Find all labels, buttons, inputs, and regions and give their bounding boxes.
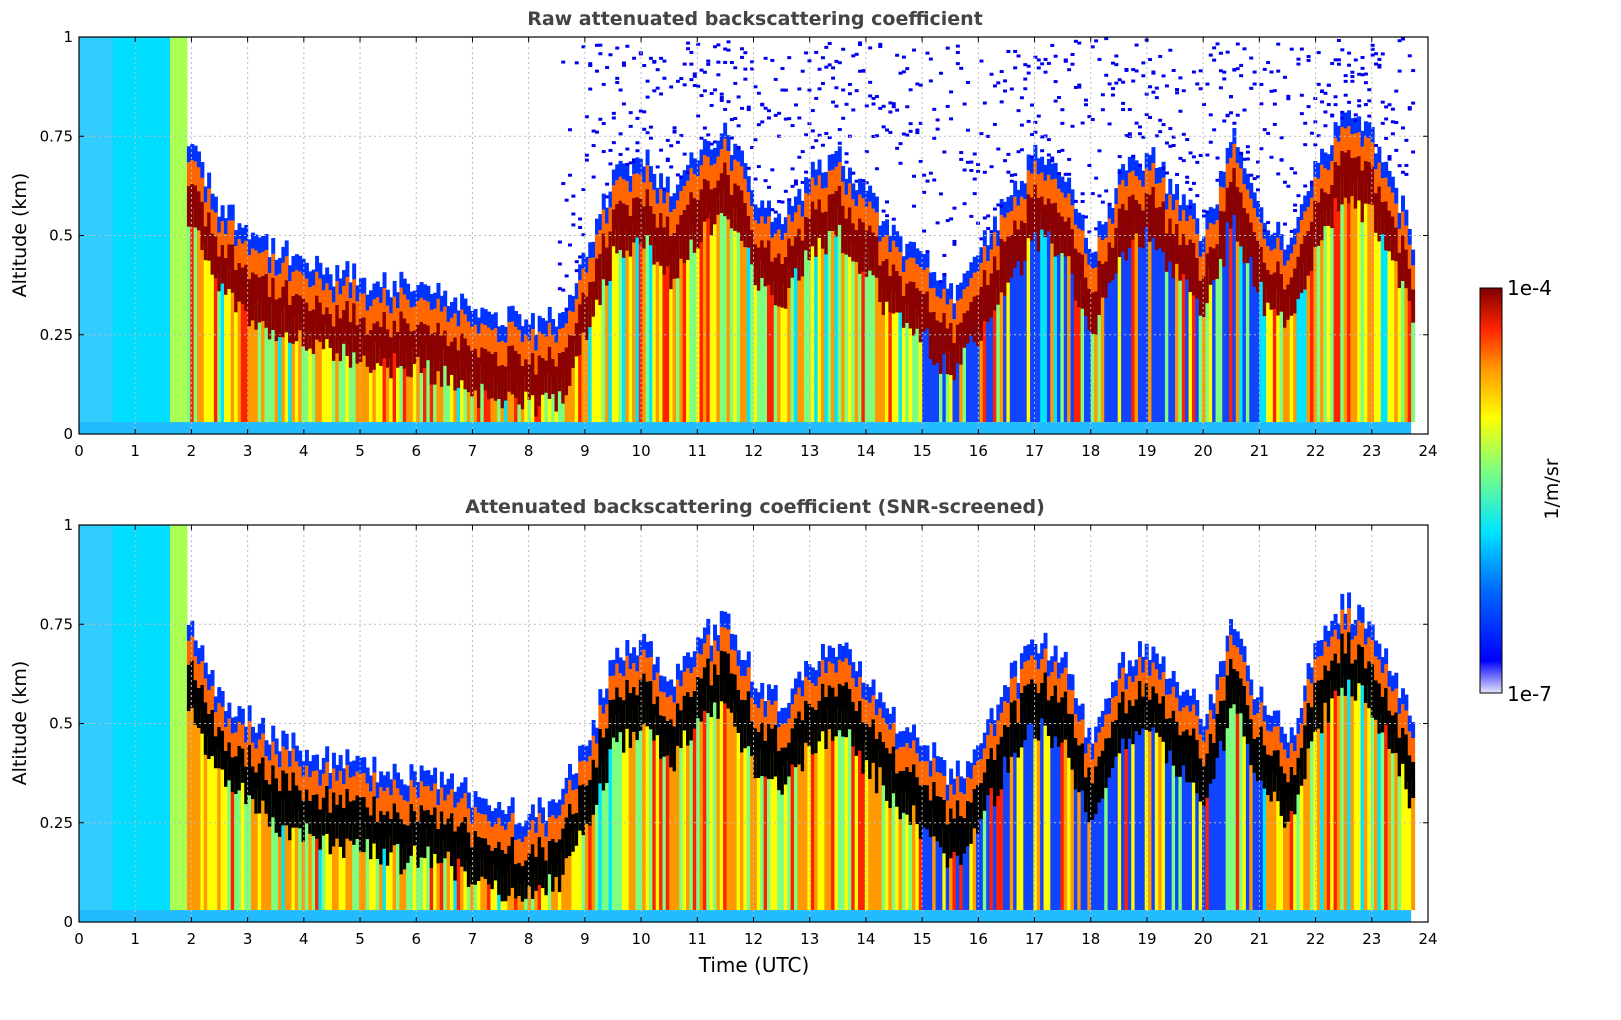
y-tick-label: 0.25 [40, 814, 73, 832]
x-tick-label: 22 [1306, 442, 1325, 460]
surface-strip [79, 910, 1412, 922]
x-tick-label: 2 [187, 442, 197, 460]
x-tick-label: 24 [1418, 442, 1437, 460]
x-tick-label: 16 [969, 442, 988, 460]
x-tick-label: 11 [688, 442, 707, 460]
x-tick-label: 23 [1362, 930, 1381, 948]
x-tick-label: 3 [243, 442, 253, 460]
grid [79, 525, 1428, 922]
x-tick-label: 12 [744, 442, 763, 460]
x-tick-label: 19 [1137, 930, 1156, 948]
x-tick-label: 15 [913, 930, 932, 948]
y-tick-label: 0.5 [49, 715, 73, 733]
x-tick-label: 10 [632, 930, 651, 948]
surface-strip [79, 422, 1412, 434]
x-tick-label: 10 [632, 442, 651, 460]
x-tick-label: 8 [524, 930, 534, 948]
x-tick-label: 18 [1081, 930, 1100, 948]
x-tick-label: 6 [411, 930, 421, 948]
x-tick-label: 15 [913, 442, 932, 460]
y-tick-label: 0.5 [49, 227, 73, 245]
x-tick-label: 5 [355, 930, 365, 948]
panel-1-title: Raw attenuated backscattering coefficien… [527, 8, 983, 30]
x-tick-label: 24 [1418, 930, 1437, 948]
x-tick-label: 0 [74, 442, 84, 460]
x-tick-label: 23 [1362, 442, 1381, 460]
x-axis-label: Time (UTC) [698, 953, 810, 977]
x-tick-label: 18 [1081, 442, 1100, 460]
x-tick-label: 2 [187, 930, 197, 948]
x-tick-label: 4 [299, 930, 309, 948]
x-tick-label: 17 [1025, 930, 1044, 948]
x-tick-label: 6 [411, 442, 421, 460]
x-tick-label: 1 [130, 442, 140, 460]
x-tick-label: 3 [243, 930, 253, 948]
x-tick-label: 1 [130, 930, 140, 948]
x-tick-label: 0 [74, 930, 84, 948]
x-tick-label: 14 [856, 930, 875, 948]
x-tick-label: 20 [1194, 442, 1213, 460]
y-tick-label: 0.75 [40, 615, 73, 633]
x-tick-label: 9 [580, 442, 590, 460]
x-tick-label: 20 [1194, 930, 1213, 948]
x-tick-label: 4 [299, 442, 309, 460]
y-tick-label: 0.75 [40, 127, 73, 145]
panel-2-plot: 0 1 2 3 4 5 6 7 8 9 10 11 12 13 14 15 16 17 18 19 20 21 22 23 24… [40, 516, 1438, 948]
panel-1-plot: 0 1 2 3 4 5 6 7 8 9 10 11 12 13 14 15 16 17 18 19 20 21 22 23 24… [40, 28, 1438, 460]
x-tick-label: 5 [355, 442, 365, 460]
y-tick-label: 0.25 [40, 326, 73, 344]
x-tick-label: 11 [688, 930, 707, 948]
y-tick-label: 1 [63, 28, 73, 46]
y-tick-label: 0 [63, 913, 73, 931]
colorbar [1479, 287, 1503, 694]
x-tick-label: 22 [1306, 930, 1325, 948]
x-tick-label: 9 [580, 930, 590, 948]
x-tick-label: 8 [524, 442, 534, 460]
x-tick-label: 14 [856, 442, 875, 460]
x-tick-label: 21 [1250, 442, 1269, 460]
grid [79, 37, 1428, 434]
y-tick-label: 0 [63, 425, 73, 443]
x-tick-label: 12 [744, 930, 763, 948]
x-tick-label: 13 [800, 930, 819, 948]
x-tick-label: 16 [969, 930, 988, 948]
x-tick-label: 7 [468, 930, 478, 948]
x-tick-label: 7 [468, 442, 478, 460]
colorbar-max-label: 1e-4 [1507, 276, 1552, 300]
panel-2-title: Attenuated backscattering coefficient (S… [465, 496, 1045, 518]
x-tick-label: 19 [1137, 442, 1156, 460]
colorbar-min-label: 1e-7 [1507, 682, 1552, 706]
y-tick-label: 1 [63, 516, 73, 534]
x-tick-label: 21 [1250, 930, 1269, 948]
colorbar-unit-label: 1/m/sr [1541, 458, 1563, 520]
x-tick-label: 13 [800, 442, 819, 460]
x-tick-label: 17 [1025, 442, 1044, 460]
